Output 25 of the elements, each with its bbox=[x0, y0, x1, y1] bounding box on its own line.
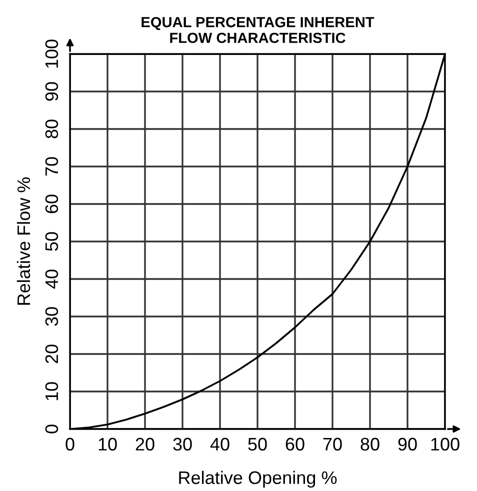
x-axis-title: Relative Opening % bbox=[179, 470, 337, 488]
y-tick-label: 90 bbox=[45, 82, 58, 101]
x-tick-label: 60 bbox=[286, 438, 304, 451]
x-tick-label: 20 bbox=[136, 438, 154, 451]
x-tick-label: 50 bbox=[248, 438, 267, 451]
y-tick-label: 40 bbox=[45, 270, 58, 289]
y-tick-label: 0 bbox=[45, 424, 58, 434]
y-tick-label: 50 bbox=[45, 232, 58, 251]
x-tick-label: 80 bbox=[360, 438, 380, 451]
x-tick-label: 10 bbox=[98, 438, 117, 451]
x-tick-label: 0 bbox=[66, 438, 74, 451]
x-tick-label: 30 bbox=[173, 438, 192, 451]
x-tick-label: 100 bbox=[431, 438, 460, 451]
chart-title: EQUAL PERCENTAGE INHERENT FLOW CHARACTERISTIC bbox=[142, 17, 374, 44]
y-tick-label: 10 bbox=[45, 382, 58, 400]
y-tick-label: 80 bbox=[45, 120, 58, 138]
y-tick-label: 20 bbox=[45, 344, 58, 364]
y-tick-label: 100 bbox=[45, 40, 58, 68]
y-tick-label: 70 bbox=[45, 157, 58, 176]
y-tick-label: 30 bbox=[45, 307, 58, 326]
y-tick-label: 60 bbox=[45, 194, 58, 214]
x-tick-label: 40 bbox=[210, 438, 230, 451]
y-axis-title: Relative Flow % bbox=[16, 177, 30, 305]
x-tick-label: 90 bbox=[398, 438, 417, 451]
x-tick-label: 70 bbox=[323, 438, 342, 451]
